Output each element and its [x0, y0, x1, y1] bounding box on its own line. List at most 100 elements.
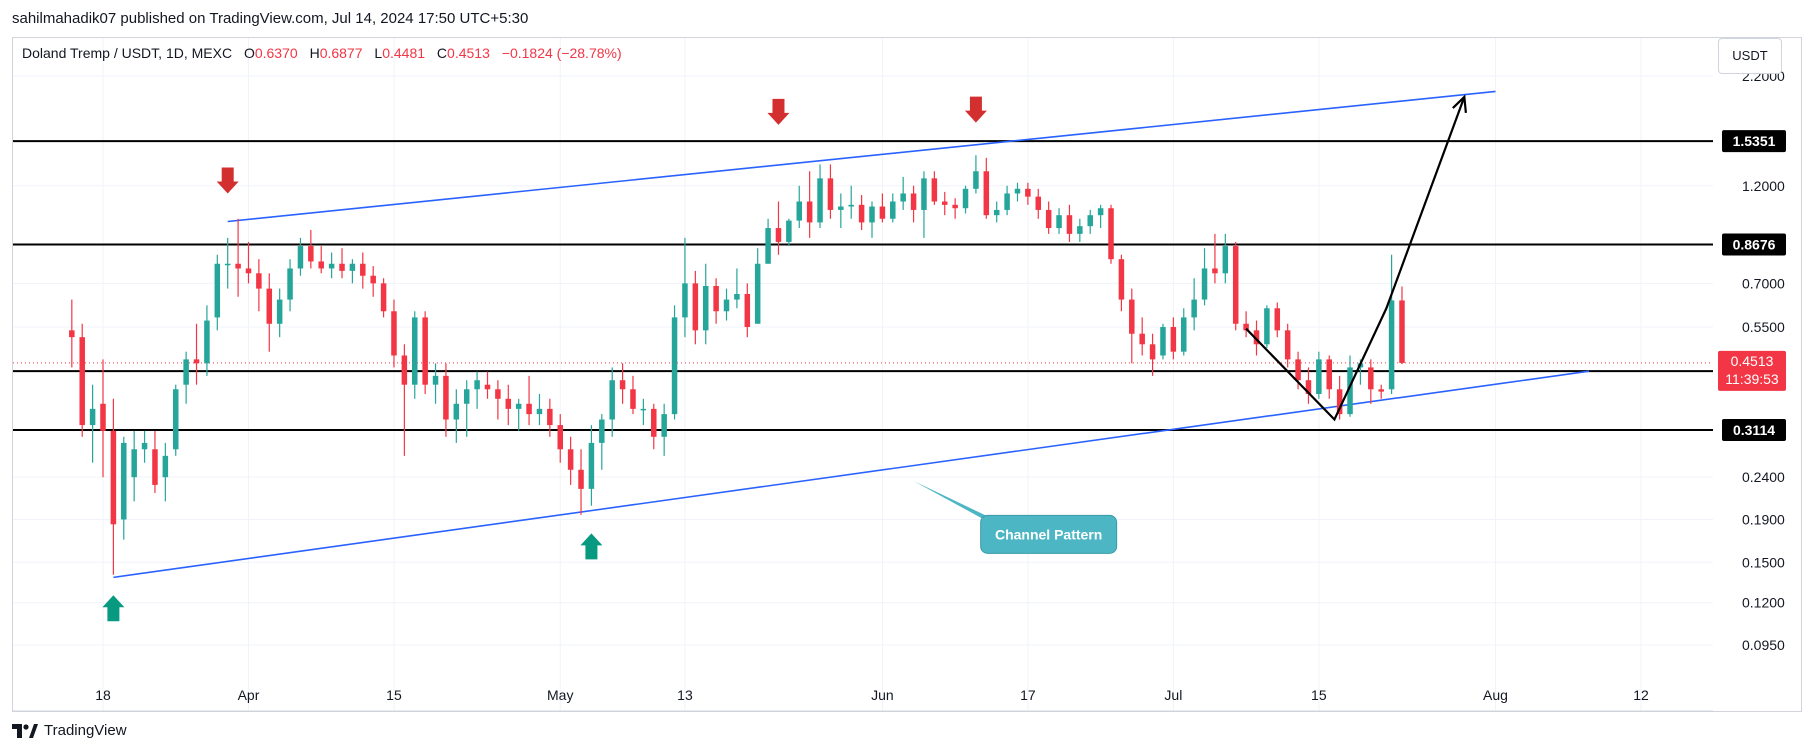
candle [505, 384, 512, 426]
candle-body [993, 209, 1000, 216]
candle [619, 363, 626, 404]
countdown-label: 11:39:53 [1725, 371, 1779, 387]
candle [1274, 302, 1281, 338]
candle [412, 311, 418, 399]
candle [973, 155, 979, 194]
candle-body [308, 246, 314, 262]
resistance-down-arrow-icon [964, 96, 987, 123]
candle [536, 393, 543, 426]
candle [172, 384, 179, 456]
trendlines [113, 90, 1590, 579]
level-price-label: 0.3114 [1733, 422, 1775, 438]
candle-body [578, 469, 584, 489]
candle [152, 430, 158, 493]
candle-body [360, 263, 366, 276]
candle-body [536, 408, 543, 415]
candle [193, 323, 200, 385]
candle [765, 218, 771, 264]
x-tick-label: 15 [386, 687, 402, 703]
candle-body [806, 201, 813, 223]
candle [1305, 367, 1312, 404]
candle-body [567, 449, 574, 470]
candle [1087, 209, 1093, 234]
candle [578, 449, 584, 515]
candle-body [1326, 359, 1332, 390]
candle [993, 201, 1000, 223]
candle [952, 198, 958, 219]
candle-body [1336, 389, 1343, 415]
candle-body [515, 403, 522, 409]
x-tick-label: Aug [1483, 687, 1508, 703]
candle [1201, 248, 1208, 306]
candle-body [838, 206, 844, 210]
candle-body [910, 193, 917, 210]
y-tick-label: 0.1500 [1742, 554, 1785, 570]
candle [1336, 375, 1343, 420]
candle [224, 237, 231, 289]
candle-body [588, 442, 595, 489]
y-tick-label: 0.1200 [1742, 595, 1785, 611]
candle [1399, 286, 1405, 365]
candle-body [1056, 215, 1062, 229]
candle-body [630, 389, 636, 409]
candle-body [952, 204, 958, 209]
candle-body [744, 294, 751, 328]
channel-trendline [227, 90, 1496, 223]
level-price-label: 1.5351 [1733, 133, 1776, 149]
currency-button[interactable]: USDT [1718, 38, 1782, 74]
candle [1160, 323, 1166, 360]
candle-body [318, 261, 324, 269]
candle-body [890, 201, 896, 219]
candle-body [796, 201, 803, 221]
candle-body [1077, 226, 1083, 234]
candle-body [1139, 333, 1145, 345]
axes: 2.20001.20000.70000.55000.24000.19000.15… [13, 68, 1786, 712]
candle-body [619, 380, 626, 390]
candle [692, 270, 699, 345]
candle-body [297, 246, 304, 269]
candle [1243, 311, 1249, 338]
candle [484, 371, 491, 399]
open-label: O [243, 45, 255, 61]
candle [1129, 288, 1135, 364]
candle-body [214, 263, 221, 318]
candle [651, 403, 657, 450]
candle [609, 367, 615, 437]
candle-body [765, 228, 771, 264]
candle-body [1232, 246, 1239, 324]
candle-body [287, 268, 293, 300]
candle-body [1118, 259, 1125, 300]
candle [796, 185, 803, 229]
candle-body [401, 355, 408, 385]
candle [69, 299, 75, 368]
symbol-legend: Doland Tremp / USDT, 1D, MEXC O0.6370 H0… [22, 45, 622, 61]
x-tick-label: 17 [1020, 687, 1036, 703]
last-price-label: 0.4513 [1731, 353, 1774, 369]
channel-trendline [113, 370, 1590, 579]
candle [214, 254, 221, 331]
candle [983, 157, 990, 219]
candle-body [328, 263, 335, 269]
candle [1118, 254, 1125, 312]
candle-body [1264, 308, 1270, 345]
candle-body [432, 375, 439, 385]
candle [266, 273, 273, 352]
projection-arrow-line [1245, 96, 1466, 422]
candle-body [349, 263, 356, 271]
y-tick-label: 0.0950 [1742, 637, 1785, 653]
candle-body [256, 273, 262, 289]
candle-body [651, 408, 657, 437]
candle-body [1025, 188, 1031, 197]
candle [1014, 182, 1021, 202]
grid [13, 38, 1713, 711]
candle-body [692, 283, 699, 331]
candle-body [172, 389, 179, 450]
candle [921, 171, 927, 238]
price-chart[interactable]: Channel Pattern 2.20001.20000.70000.5500… [0, 0, 1814, 720]
candle [432, 363, 439, 404]
candle-body [162, 455, 169, 478]
open-value: 0.6370 [254, 45, 298, 61]
candle [962, 185, 969, 214]
candle-body [100, 403, 106, 431]
candle-body [339, 263, 345, 271]
